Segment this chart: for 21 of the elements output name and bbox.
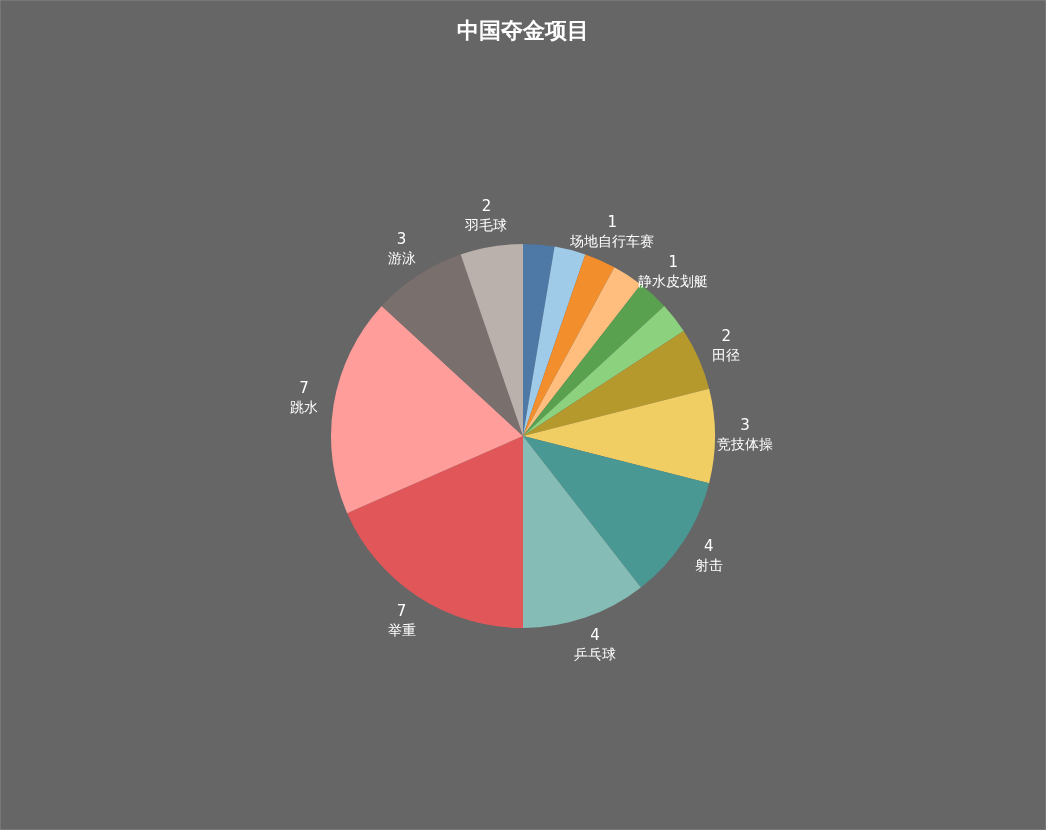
slice-label: 射击 (694, 557, 723, 574)
data-label: 3 (740, 416, 750, 434)
data-label: 4 (704, 537, 714, 556)
data-label: 2 (481, 197, 492, 216)
data-label: 1 (607, 212, 617, 231)
data-label: 7 (396, 601, 407, 620)
slice-label: 举重 (387, 621, 416, 638)
slice-label: 田径 (712, 346, 741, 363)
slice-label: 乒乓球 (574, 645, 617, 662)
data-label: 1 (668, 252, 679, 271)
slice-label: 跳水 (290, 399, 319, 416)
slice-label: 场地自行车赛 (569, 232, 655, 249)
slice-label: 羽毛球 (464, 217, 508, 234)
chart-title: 中国夺金项目 (457, 18, 589, 43)
slice-label: 静水皮划艇 (638, 272, 709, 289)
slice-label: 游泳 (387, 250, 416, 267)
slice-label: 竞技体操 (717, 436, 773, 452)
data-label: 4 (590, 625, 600, 644)
data-label: 2 (721, 326, 732, 345)
data-label: 7 (299, 379, 309, 398)
data-label: 3 (396, 230, 407, 249)
